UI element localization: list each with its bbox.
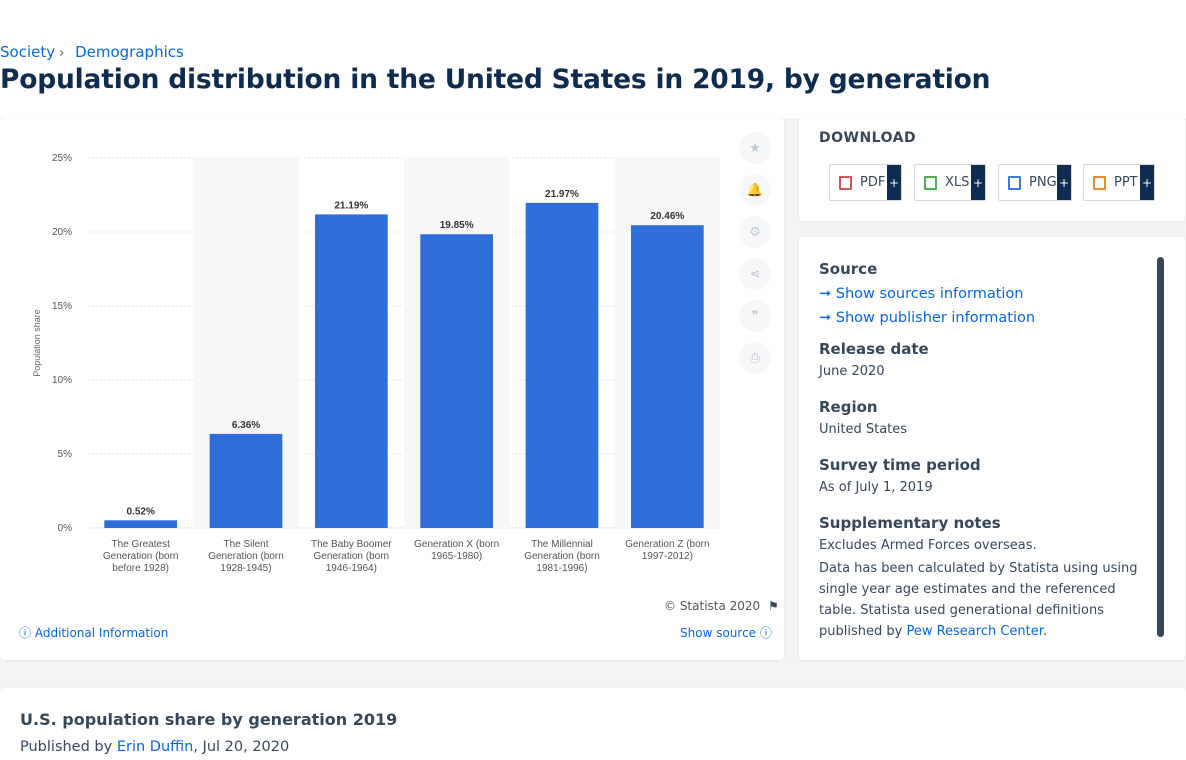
chart-tools: ★ 🔔 ⚙ ⋖ ❞ ⎙ <box>739 132 771 384</box>
plus-icon: + <box>1057 165 1071 200</box>
flag-icon[interactable]: ⚑ <box>768 599 779 613</box>
info-circle-icon: ⓘ <box>759 626 772 640</box>
cite-quote-icon[interactable]: ❞ <box>739 300 771 332</box>
source-heading: Source <box>819 260 878 278</box>
show-publisher-link[interactable]: ➞ Show publisher information <box>819 306 1149 330</box>
x-tick-label: Generation X (born 1965-1980) <box>414 539 499 562</box>
data-label: 21.97% <box>545 189 579 200</box>
png-file-icon <box>1008 175 1021 190</box>
breadcrumb: Society › Demographics <box>0 43 184 61</box>
download-png-label: PNG <box>1029 175 1057 190</box>
download-pdf-button[interactable]: PDF + <box>829 164 902 201</box>
download-title: DOWNLOAD <box>819 130 917 146</box>
xls-file-icon <box>924 175 937 190</box>
y-tick-labels: 0% 5% 10% 15% 20% 25% <box>52 153 72 534</box>
y-tick-label: 10% <box>52 375 72 386</box>
top-header-band <box>0 0 1186 118</box>
bar <box>420 234 494 528</box>
x-tick-labels: The Greatest Generation (born before 1928)… <box>103 539 710 574</box>
supplementary-notes-line2: Data has been calculated by Statista usi… <box>819 561 1138 639</box>
supplementary-notes-line1: Excludes Armed Forces overseas. <box>819 538 1037 553</box>
show-sources-link[interactable]: ➞ Show sources information <box>819 282 1149 306</box>
data-label: 0.52% <box>126 506 154 517</box>
arrow-right-icon: ➞ <box>819 310 832 326</box>
arrow-right-icon: ➞ <box>819 286 832 302</box>
plus-icon: + <box>971 165 985 200</box>
y-tick-label: 20% <box>52 227 72 238</box>
data-label: 19.85% <box>440 220 474 231</box>
release-date-value: June 2020 <box>819 364 885 379</box>
data-labels: 0.52% 6.36% 21.19% 19.85% 21.97% 20.46% <box>126 189 684 517</box>
y-tick-label: 0% <box>58 523 73 534</box>
bar <box>525 202 599 528</box>
x-tick-label: The Greatest Generation (born before 1928) <box>103 539 179 574</box>
additional-information-label: Additional Information <box>34 626 169 640</box>
region-heading: Region <box>819 398 878 416</box>
copyright-text: © Statista 2020 <box>664 599 761 613</box>
download-ppt-label: PPT <box>1114 175 1138 190</box>
breadcrumb-separator: › <box>59 46 65 61</box>
download-xls-button[interactable]: XLS + <box>914 164 986 201</box>
data-label: 21.19% <box>334 200 368 211</box>
show-sources-label: Show sources information <box>835 286 1024 302</box>
print-icon[interactable]: ⎙ <box>739 342 771 374</box>
share-icon[interactable]: ⋖ <box>739 258 771 290</box>
info-circle-icon: ⓘ <box>19 626 32 640</box>
favorite-star-icon[interactable]: ★ <box>739 132 771 164</box>
download-pdf-label: PDF <box>860 175 886 190</box>
notification-bell-icon[interactable]: 🔔 <box>739 174 771 206</box>
x-tick-label: The Millennial Generation (born 1981-1996) <box>524 539 600 574</box>
bar <box>209 433 283 528</box>
plus-icon: + <box>1140 165 1154 200</box>
show-source-link[interactable]: Show source ⓘ <box>680 624 772 641</box>
breadcrumb-demographics-link[interactable]: Demographics <box>75 43 184 61</box>
plus-icon: + <box>887 165 901 200</box>
download-xls-label: XLS <box>945 175 970 190</box>
info-scrollbar[interactable] <box>1157 257 1164 637</box>
survey-period-heading: Survey time period <box>819 456 981 474</box>
pdf-file-icon <box>839 175 852 190</box>
statistic-info-card <box>799 237 1185 660</box>
bar <box>104 520 178 528</box>
settings-gear-icon[interactable]: ⚙ <box>739 216 771 248</box>
x-tick-label: The Silent Generation (born 1928-1945) <box>208 539 284 574</box>
supplementary-notes-text: Data has been calculated by Statista usi… <box>819 558 1149 642</box>
statistic-info-content: Source ➞ Show sources information ➞ Show… <box>819 260 1149 642</box>
copyright-notice: © Statista 2020 ⚑ <box>664 599 779 613</box>
y-tick-label: 25% <box>52 153 72 164</box>
x-tick-label: Generation Z (born 1997-2012) <box>625 539 710 562</box>
bar <box>314 214 388 528</box>
download-png-button[interactable]: PNG + <box>998 164 1072 201</box>
data-label: 20.46% <box>650 211 684 222</box>
region-value: United States <box>819 422 908 437</box>
bars <box>104 202 704 528</box>
published-by-label: Published by <box>20 739 113 755</box>
notes-period: . <box>1042 624 1048 639</box>
breadcrumb-society-link[interactable]: Society <box>0 43 56 61</box>
show-source-label: Show source <box>680 626 757 640</box>
page-title: Population distribution in the United St… <box>0 64 991 95</box>
author-link[interactable]: Erin Duffin <box>116 739 194 755</box>
y-axis-label: Population share <box>32 309 42 377</box>
x-tick-label: The Baby Boomer Generation (born 1946-1964… <box>311 539 392 574</box>
published-by-line: Published by Erin Duffin, Jul 20, 2020 <box>20 739 289 755</box>
release-date-heading: Release date <box>819 340 929 358</box>
publish-date: , Jul 20, 2020 <box>193 739 290 755</box>
statistic-summary-title: U.S. population share by generation 2019 <box>20 710 398 729</box>
download-ppt-button[interactable]: PPT + <box>1083 164 1155 201</box>
additional-information-link[interactable]: ⓘ Additional Information <box>19 624 168 641</box>
bar <box>630 225 704 528</box>
show-publisher-label: Show publisher information <box>835 310 1036 326</box>
data-label: 6.36% <box>232 420 260 431</box>
survey-period-value: As of July 1, 2019 <box>819 480 933 495</box>
pew-research-link[interactable]: Pew Research Center <box>906 624 1043 639</box>
statistic-summary-card <box>0 688 1186 760</box>
y-tick-label: 15% <box>52 301 72 312</box>
y-tick-label: 5% <box>58 449 73 460</box>
bar-chart: 0.52% 6.36% 21.19% 19.85% 21.97% 20.46% 0% 5% 1… <box>32 153 720 574</box>
supplementary-notes-heading: Supplementary notes <box>819 514 1001 532</box>
ppt-file-icon <box>1093 175 1106 190</box>
